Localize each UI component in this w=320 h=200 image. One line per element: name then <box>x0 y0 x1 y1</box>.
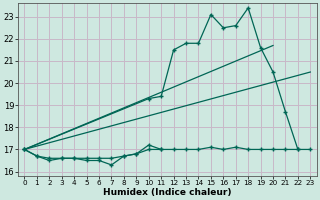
X-axis label: Humidex (Indice chaleur): Humidex (Indice chaleur) <box>103 188 232 197</box>
